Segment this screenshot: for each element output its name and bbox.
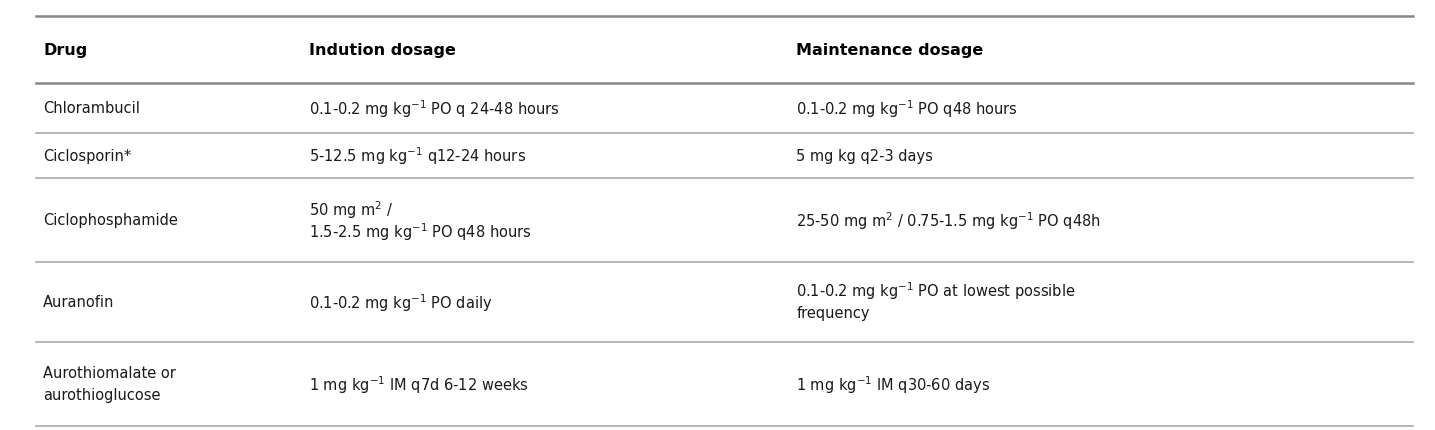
Text: aurothioglucose: aurothioglucose: [43, 387, 161, 402]
Text: 5-12.5 mg kg$^{-1}$ q12-24 hours: 5-12.5 mg kg$^{-1}$ q12-24 hours: [309, 145, 525, 167]
Text: Drug: Drug: [43, 43, 88, 58]
Text: 25-50 mg m$^{2}$ / 0.75-1.5 mg kg$^{-1}$ PO q48h: 25-50 mg m$^{2}$ / 0.75-1.5 mg kg$^{-1}$…: [796, 209, 1101, 231]
Text: 0.1-0.2 mg kg$^{-1}$ PO q48 hours: 0.1-0.2 mg kg$^{-1}$ PO q48 hours: [796, 98, 1019, 120]
Text: Ciclosporin*: Ciclosporin*: [43, 148, 131, 163]
Text: 1 mg kg$^{-1}$ IM q7d 6-12 weeks: 1 mg kg$^{-1}$ IM q7d 6-12 weeks: [309, 373, 528, 395]
Text: 1.5-2.5 mg kg$^{-1}$ PO q48 hours: 1.5-2.5 mg kg$^{-1}$ PO q48 hours: [309, 221, 531, 243]
Text: Aurothiomalate or: Aurothiomalate or: [43, 365, 177, 380]
Text: 1 mg kg$^{-1}$ IM q30-60 days: 1 mg kg$^{-1}$ IM q30-60 days: [796, 373, 990, 395]
Text: 0.1-0.2 mg kg$^{-1}$ PO q 24-48 hours: 0.1-0.2 mg kg$^{-1}$ PO q 24-48 hours: [309, 98, 560, 120]
Text: 50 mg m$^{2}$ /: 50 mg m$^{2}$ /: [309, 198, 393, 220]
Text: Chlorambucil: Chlorambucil: [43, 101, 141, 116]
Text: Indution dosage: Indution dosage: [309, 43, 455, 58]
Text: 5 mg kg q2-3 days: 5 mg kg q2-3 days: [796, 148, 933, 163]
Text: 0.1-0.2 mg kg$^{-1}$ PO daily: 0.1-0.2 mg kg$^{-1}$ PO daily: [309, 291, 492, 313]
Text: 0.1-0.2 mg kg$^{-1}$ PO at lowest possible: 0.1-0.2 mg kg$^{-1}$ PO at lowest possib…: [796, 280, 1076, 302]
Text: frequency: frequency: [796, 306, 870, 321]
Text: Auranofin: Auranofin: [43, 295, 115, 310]
Text: Ciclophosphamide: Ciclophosphamide: [43, 213, 178, 228]
Text: Maintenance dosage: Maintenance dosage: [796, 43, 983, 58]
